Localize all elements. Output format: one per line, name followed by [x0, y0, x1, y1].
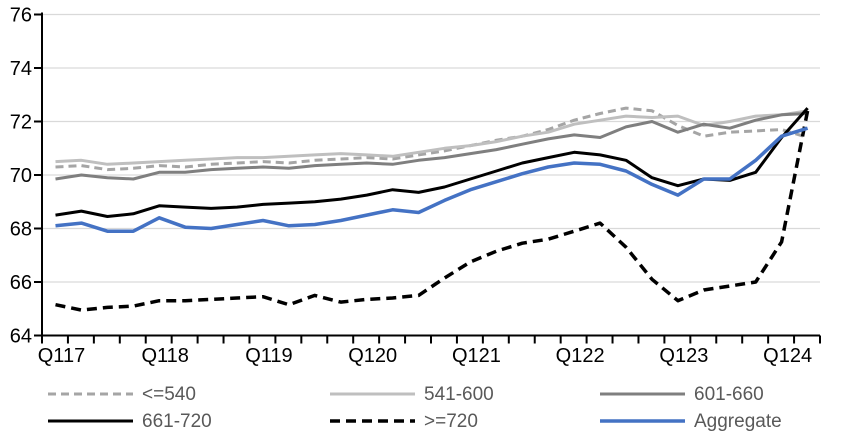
axes: 76 74 72 70 68 66 64 Q117 Q118 Q119 Q120 Q121 Q122 Q1…: [10, 5, 821, 367]
legend-item-720: >=720: [330, 411, 478, 432]
series-line-aggregate: [55, 126, 809, 233]
x-tick-label: Q122: [556, 345, 605, 367]
y-tick-label: 66: [10, 272, 32, 294]
legend-label-540: <=540: [142, 384, 196, 405]
y-tick-label: 68: [10, 219, 32, 241]
legend: <=540 541-600 601-660 661-720 >=720 Aggregate: [48, 384, 782, 432]
y-tick-label: 70: [10, 165, 32, 187]
x-tick-label: Q123: [659, 345, 708, 367]
y-tick-label: 64: [10, 326, 32, 348]
legend-item-661-720: 661-720: [48, 411, 212, 432]
x-tick-label: Q117: [38, 345, 85, 367]
y-tick-label: 72: [10, 112, 32, 134]
legend-label-720: >=720: [424, 411, 478, 432]
series-line-601-660: [55, 112, 808, 181]
y-tick-label: 74: [10, 58, 32, 80]
legend-item-601-660: 601-660: [600, 384, 764, 405]
legend-item-541-600: 541-600: [330, 384, 494, 405]
x-tick-label: Q119: [245, 345, 292, 367]
legend-label-aggregate: Aggregate: [694, 411, 782, 432]
series-line-541-600: [55, 109, 808, 166]
x-tick-label: Q121: [452, 345, 501, 367]
y-tick-label: 76: [10, 5, 32, 27]
x-tick-label: Q120: [348, 345, 397, 367]
legend-label-601-660: 601-660: [694, 384, 764, 405]
legend-label-541-600: 541-600: [424, 384, 494, 405]
series-line-540: [55, 106, 809, 172]
gridlines: [42, 13, 820, 283]
legend-label-661-720: 661-720: [142, 411, 212, 432]
x-tick-label: Q124: [763, 345, 812, 367]
series-line-720: [55, 110, 810, 312]
series-line-661-720: [55, 107, 809, 218]
x-tick-label: Q118: [141, 345, 188, 367]
legend-item-aggregate: Aggregate: [600, 411, 782, 432]
series-lines: [55, 106, 810, 312]
legend-item-540: <=540: [48, 384, 196, 405]
